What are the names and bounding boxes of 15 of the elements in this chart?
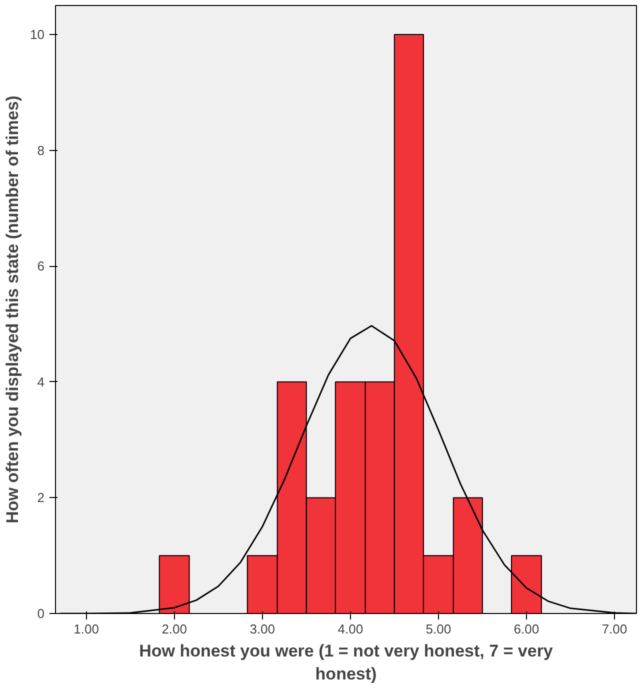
x-tick-label: 6.00 <box>514 622 540 636</box>
y-tick-label: 4 <box>37 374 45 390</box>
x-tick-label: 7.00 <box>602 622 628 636</box>
y-axis-title: How often you displayed this state (number of times) <box>3 96 22 524</box>
x-tick-label: 4.00 <box>338 622 364 636</box>
x-tick-label: 2.00 <box>162 622 188 636</box>
y-tick-label: 2 <box>37 490 45 506</box>
x-tick-label: 5.00 <box>426 622 452 636</box>
x-tick-label: 1.00 <box>74 622 99 636</box>
y-tick-label: 8 <box>37 142 45 158</box>
x-tick-label: 3.00 <box>250 622 276 636</box>
y-tick-label: 6 <box>37 258 45 274</box>
y-tick-label: 10 <box>30 26 45 42</box>
x-axis-title: How honest you were (1 = not very honest, 7 = very honest) <box>139 642 554 684</box>
y-tick-label: 0 <box>37 606 45 621</box>
